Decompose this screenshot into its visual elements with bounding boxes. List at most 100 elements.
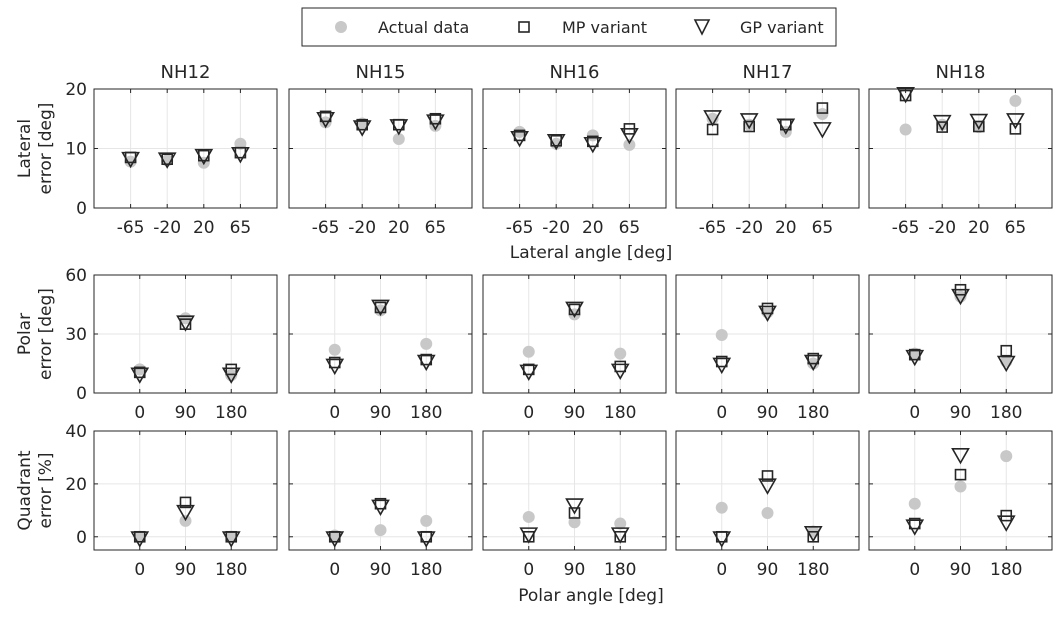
subject-title-nh17: NH17 — [743, 62, 793, 83]
y-tick-label: 20 — [65, 80, 87, 100]
panel-lateral-nh18: -65 -20 20 65 — [868, 86, 1053, 238]
panel-quadrant-nh15: 0 90 180 — [288, 430, 473, 580]
gp-variant-point — [610, 527, 630, 544]
actual-data-point — [550, 137, 563, 150]
x-tick-label: -65 — [312, 218, 340, 238]
gp-variant-point — [703, 110, 722, 127]
x-tick-label: 65 — [619, 218, 641, 238]
x-tick-label: 90 — [175, 560, 197, 580]
gp-variant-point — [932, 114, 952, 132]
x-tick-label: -20 — [542, 218, 570, 238]
mp-variant-point — [568, 507, 581, 519]
gp-variant-point — [803, 526, 823, 543]
gp-variant-point — [803, 354, 823, 372]
mp-variant-point — [374, 301, 387, 314]
gp-variant-point — [739, 113, 759, 130]
mp-variant-point — [761, 470, 774, 482]
actual-data-point — [908, 497, 921, 510]
actual-data-point — [420, 337, 433, 350]
x-tick-label: 180 — [604, 403, 636, 423]
actual-data-point — [374, 524, 387, 537]
gp-variant-point — [712, 357, 732, 375]
y-tick-label: 0 — [76, 528, 87, 548]
gp-variant-point — [416, 354, 436, 372]
x-tick-label: 180 — [215, 560, 247, 580]
x-tick-label: 65 — [230, 218, 252, 238]
actual-data-point — [374, 304, 387, 317]
panel-lateral-nh15: -65 -20 20 65 — [288, 88, 473, 238]
x-tick-label: 20 — [775, 218, 797, 238]
gp-variant-point — [352, 120, 372, 137]
y-tick-label: 30 — [65, 325, 87, 345]
gp-variant-point — [1006, 113, 1025, 130]
actual-data-point — [328, 343, 341, 356]
x-tick-label: 0 — [329, 403, 340, 423]
actual-data-point — [1009, 94, 1022, 107]
mp-variant-point — [225, 363, 238, 376]
x-tick-label: 90 — [370, 403, 392, 423]
actual-data-point — [522, 345, 535, 358]
gp-variant-point — [776, 118, 796, 135]
mp-variant-point — [568, 303, 581, 316]
x-tick-label: 90 — [950, 560, 972, 580]
subject-title-nh16: NH16 — [550, 62, 600, 83]
x-tick-label: 20 — [582, 218, 604, 238]
actual-data-point — [568, 516, 581, 529]
x-tick-label: 90 — [757, 403, 779, 423]
actual-data-point — [614, 517, 627, 530]
gp-variant-point — [130, 367, 150, 384]
gp-variant-point — [325, 358, 345, 376]
gp-variant-point — [905, 349, 925, 367]
actual-data-point — [715, 328, 728, 341]
actual-data-point — [816, 107, 829, 120]
row-lateral-ylabel-line-0: Lateral — [15, 119, 35, 178]
panel-polar-nh16: 0 90 180 — [482, 274, 667, 423]
mp-variant-point — [328, 356, 341, 369]
mp-variant-point — [319, 110, 332, 123]
row-polar-ylabel-line-0: Polar — [15, 313, 35, 355]
gp-variant-point — [896, 86, 915, 104]
x-tick-label: 0 — [134, 560, 145, 580]
x-tick-label: -65 — [506, 218, 534, 238]
legend: Actual data MP variant GP variant — [301, 7, 837, 47]
x-tick-label: -20 — [735, 218, 763, 238]
subject-title-nh18: NH18 — [936, 62, 986, 83]
actual-data-point — [761, 506, 774, 519]
actual-data-point — [392, 132, 405, 145]
panel-polar-nh15: 0 90 180 — [288, 274, 473, 423]
gp-variant-point — [316, 111, 335, 129]
x-tick-label: 20 — [968, 218, 990, 238]
x-tick-label: 180 — [215, 403, 247, 423]
actual-data-point — [954, 480, 967, 493]
mp-variant-point — [908, 517, 921, 530]
x-tick-label: 180 — [604, 560, 636, 580]
panel-lateral-nh17: -65 -20 20 65 — [675, 88, 860, 238]
gp-variant-point — [996, 515, 1016, 532]
x-tick-label: 65 — [812, 218, 834, 238]
y-tick-label: 0 — [76, 199, 87, 219]
actual-data-point — [899, 123, 912, 136]
x-tick-label: 180 — [797, 403, 829, 423]
mp-variant-point — [586, 135, 599, 148]
row-quadrant-ylabel-line-1: error [%] — [36, 453, 56, 529]
gp-variant-point — [231, 147, 250, 164]
gp-variant-point — [176, 504, 195, 522]
legend-gp-label: GP variant — [740, 18, 824, 37]
mp-variant-point — [743, 120, 756, 133]
actual-data-point — [715, 501, 728, 514]
x-tick-label: 0 — [716, 403, 727, 423]
panel-lateral-nh16: -65 -20 20 65 — [482, 88, 667, 238]
mp-variant-point — [614, 360, 627, 373]
legend-actual-marker — [335, 21, 347, 33]
subject-title-nh12: NH12 — [161, 62, 211, 83]
y-tick-label: 10 — [65, 140, 87, 160]
x-tick-label: 180 — [410, 560, 442, 580]
panel-quadrant-nh18: 0 90 180 — [868, 430, 1053, 580]
x-tick-label: -65 — [117, 218, 145, 238]
actual-data-point — [319, 116, 332, 129]
row-lateral-ylabel-line-1: error [deg] — [36, 103, 56, 195]
gp-variant-point — [389, 119, 409, 136]
mp-variant-point — [429, 112, 442, 125]
